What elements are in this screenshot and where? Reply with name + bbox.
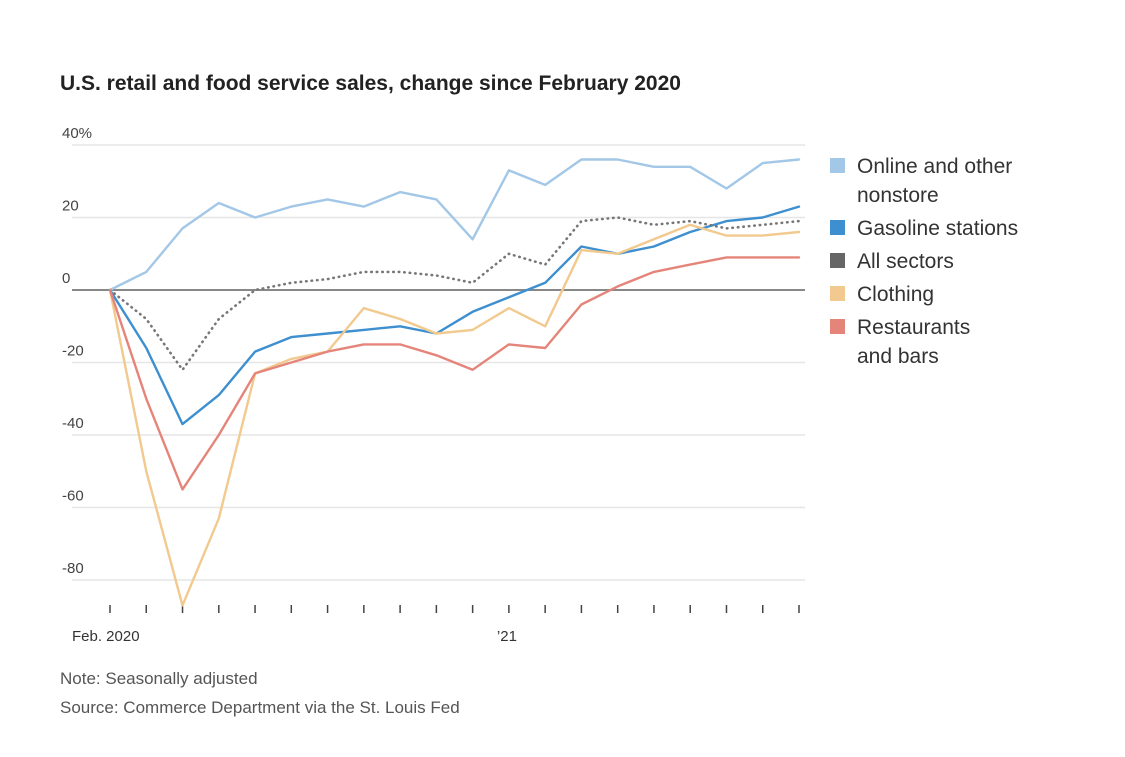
y-tick-label: 0 <box>62 270 70 287</box>
legend-item: Restaurants and bars <box>830 313 1100 371</box>
chart-title: U.S. retail and food service sales, chan… <box>60 72 681 95</box>
legend-swatch <box>830 253 845 268</box>
series-line-all-sectors <box>108 216 801 372</box>
legend-item: All sectors <box>830 247 1100 276</box>
gridlines <box>72 144 805 581</box>
legend-label: Clothing <box>857 283 935 306</box>
legend: Online and other nonstore Gasoline statio… <box>830 152 1100 375</box>
legend-label: Online and other nonstore <box>857 155 1013 207</box>
legend-label: Restaurants and bars <box>857 316 971 368</box>
source-text: Source: Commerce Department via the St. … <box>60 698 460 717</box>
legend-swatch <box>830 158 845 173</box>
legend-swatch <box>830 220 845 235</box>
note-text: Note: Seasonally adjusted <box>60 669 258 688</box>
y-tick-label: -80 <box>62 560 84 577</box>
legend-item: Clothing <box>830 280 1100 309</box>
x-tick-label: ’21 <box>497 628 517 645</box>
legend-swatch <box>830 286 845 301</box>
legend-item: Online and other nonstore <box>830 152 1100 210</box>
y-tick-label: 40% <box>62 125 92 142</box>
x-axis: Feb. 2020 ’21 <box>72 605 800 645</box>
y-tick-label: 20 <box>62 198 79 215</box>
series-line-restaurants-and-bars <box>108 256 801 491</box>
series-lines <box>108 158 801 607</box>
legend-label: Gasoline stations <box>857 217 1019 240</box>
footnote: Note: Seasonally adjusted Source: Commer… <box>60 664 460 722</box>
legend-label: All sectors <box>857 250 954 273</box>
y-tick-label: -60 <box>62 488 84 505</box>
y-tick-label: -20 <box>62 343 84 360</box>
y-tick-label: -40 <box>62 415 84 432</box>
legend-swatch <box>830 319 845 334</box>
series-line-online-and-other-nonstore <box>108 158 801 292</box>
legend-item: Gasoline stations <box>830 214 1100 243</box>
y-axis-ticks: 40% 20 0 -20 -40 -60 -80 <box>62 125 92 577</box>
series-line-clothing <box>108 223 801 607</box>
series-line-gasoline-stations <box>108 205 801 426</box>
x-tick-label: Feb. 2020 <box>72 628 140 645</box>
